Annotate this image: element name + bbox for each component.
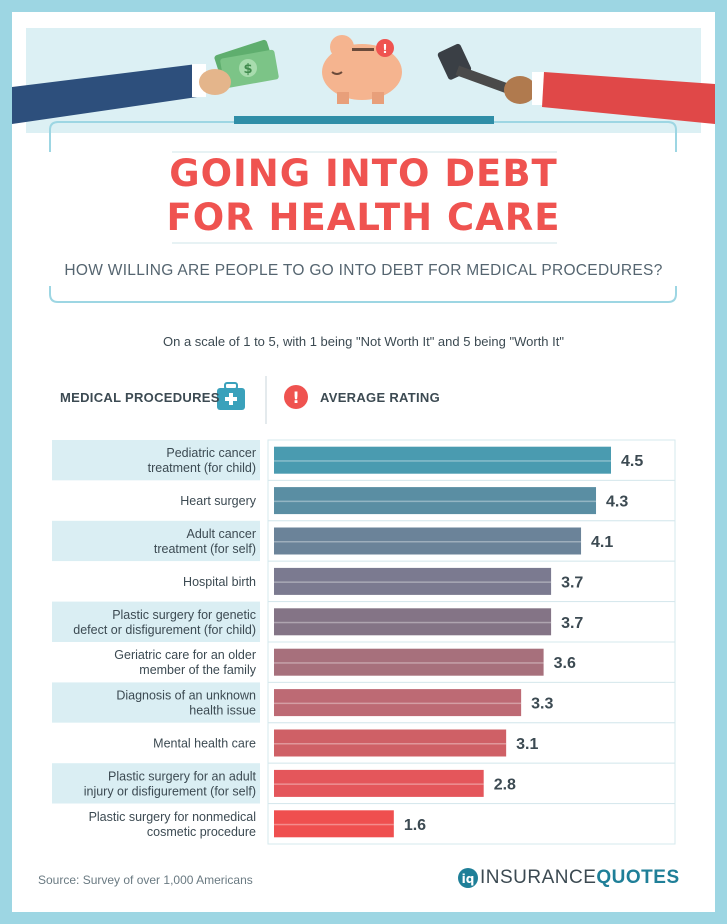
right-arm-illustration (532, 72, 715, 124)
value-label: 1.6 (404, 817, 426, 834)
scale-note: On a scale of 1 to 5, with 1 being "Not … (163, 334, 564, 349)
bar (274, 769, 484, 797)
bar (274, 729, 507, 757)
value-label: 3.3 (531, 696, 553, 713)
category-label: treatment (for child) (148, 461, 256, 475)
bar (274, 567, 552, 595)
brand-logo-icon: iq (458, 868, 478, 888)
chart-canvas: $ ! (12, 35, 715, 888)
bar-highlight (274, 823, 394, 826)
first-aid-kit-icon (217, 382, 245, 410)
bar-highlight (274, 621, 552, 624)
svg-text:!: ! (382, 42, 387, 56)
value-label: 4.5 (621, 453, 643, 470)
bar (274, 446, 611, 474)
value-label: 4.1 (591, 534, 613, 551)
hammer-icon (437, 43, 536, 104)
category-label: Mental health care (153, 737, 256, 751)
category-label: Plastic surgery for an adult (108, 769, 257, 783)
column-header-rating: AVERAGE RATING (320, 390, 441, 405)
bar-highlight (274, 662, 544, 664)
title-line-1: GOING INTO DEBT (169, 152, 558, 195)
category-label: Plastic surgery for genetic (112, 608, 256, 622)
title-line-2: FOR HEALTH CARE (166, 196, 561, 239)
category-label: defect or disfigurement (for child) (73, 623, 256, 637)
dollar-bills-icon: $ (199, 39, 279, 95)
bar-highlight (274, 500, 597, 503)
value-label: 3.7 (561, 574, 583, 591)
row-label-bg (52, 722, 260, 764)
row-label-bg (52, 601, 260, 642)
row-label-bg (52, 803, 260, 844)
brand-part-a: INSURANCE (480, 867, 597, 888)
bar-highlight (274, 743, 507, 745)
category-label: Adult cancer (187, 527, 256, 541)
value-label: 3.6 (554, 655, 576, 672)
source-note: Source: Survey of over 1,000 Americans (38, 873, 253, 887)
bar-highlight (274, 783, 484, 785)
category-label: Plastic surgery for nonmedical (89, 810, 256, 824)
bar (274, 527, 582, 555)
row-label-bg (52, 480, 260, 521)
svg-text:$: $ (243, 62, 252, 77)
column-header-procedures: MEDICAL PROCEDURES (60, 390, 220, 405)
row-label-bg (52, 682, 260, 723)
category-label: Pediatric cancer (166, 446, 256, 460)
subtitle: HOW WILLING ARE PEOPLE TO GO INTO DEBT F… (64, 262, 663, 279)
value-label: 3.7 (561, 615, 583, 632)
bar (274, 487, 597, 515)
row-label-bg (52, 561, 260, 602)
category-label: health issue (189, 704, 256, 718)
bar (274, 608, 552, 636)
value-label: 3.1 (516, 736, 538, 753)
category-label: Geriatric care for an older (114, 648, 256, 662)
category-label: cosmetic procedure (147, 825, 256, 839)
category-label: injury or disfigurement (for self) (84, 784, 256, 798)
left-arm-illustration (12, 64, 206, 124)
category-label: Heart surgery (180, 494, 256, 508)
bar (274, 648, 544, 676)
category-label: treatment (for self) (154, 542, 256, 556)
piggy-bank-icon: ! (322, 35, 402, 104)
infographic: $ ! (12, 12, 715, 912)
alert-icon: ! (284, 385, 308, 409)
bar (274, 810, 394, 838)
category-label: Diagnosis of an unknown (116, 689, 256, 703)
svg-text:!: ! (292, 388, 299, 407)
brand-wordmark: INSURANCEQUOTES (480, 867, 680, 889)
row-label-bg (52, 440, 260, 481)
bar-highlight (274, 702, 522, 705)
bar (274, 689, 522, 717)
row-label-bg (52, 763, 260, 804)
category-label: member of the family (139, 663, 256, 677)
value-label: 4.3 (606, 494, 628, 511)
row-label-bg (52, 520, 260, 562)
bar-highlight (274, 541, 582, 543)
bar-highlight (274, 581, 552, 583)
svg-text:iq: iq (462, 872, 475, 886)
title-accent-bar (234, 116, 494, 124)
bar-highlight (274, 460, 611, 462)
brand-part-b: QUOTES (596, 867, 680, 888)
category-label: Hospital birth (183, 575, 256, 589)
value-label: 2.8 (494, 776, 516, 793)
row-label-bg (52, 642, 260, 683)
